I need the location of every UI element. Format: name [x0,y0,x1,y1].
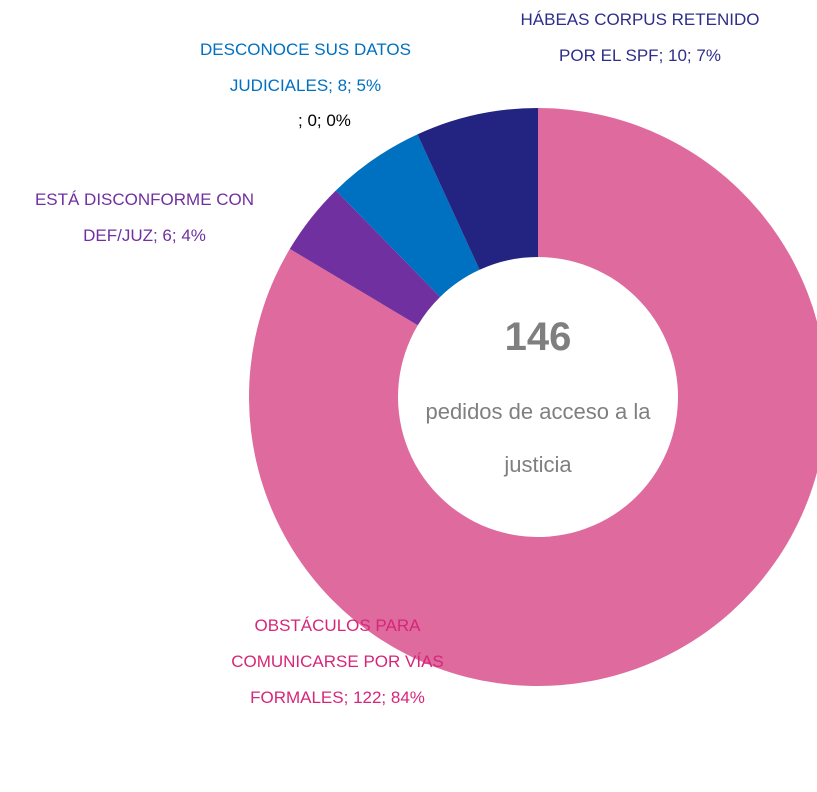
value-label: ; 10; 7% [658,46,721,65]
donut-slice [249,108,817,686]
slice-label: ESTÁ DISCONFORME CON DEF/JUZ; 6; 4% [32,182,257,254]
value-label: ; 0; 0% [298,111,351,130]
category-label: OBSTÁCULOS PARA COMUNICARSE POR VÍAS FOR… [231,616,444,707]
value-label: ; 6; 4% [152,226,206,245]
category-label: DESCONOCE SUS DATOS JUDICIALES [200,40,411,95]
category-label: HÁBEAS CORPUS RETENIDO POR EL SPF [520,10,760,65]
value-label: ; 122; 84% [343,688,425,707]
donut-slice [289,190,441,326]
donut-slice [417,108,538,270]
slice-label: ; 0; 0% [298,103,418,139]
slice-label: OBSTÁCULOS PARA COMUNICARSE POR VÍAS FOR… [225,608,450,716]
slice-label: HÁBEAS CORPUS RETENIDO POR EL SPF; 10; 7… [520,2,760,74]
donut-slice [335,134,480,297]
slice-label: DESCONOCE SUS DATOS JUDICIALES; 8; 5% [193,32,418,104]
center-text: pedidos de acceso a la justicia [425,399,651,477]
center-value: 146 [504,315,572,359]
category-label: ESTÁ DISCONFORME CON DEF/JUZ [34,190,255,245]
value-label: ; 8; 5% [328,76,382,95]
